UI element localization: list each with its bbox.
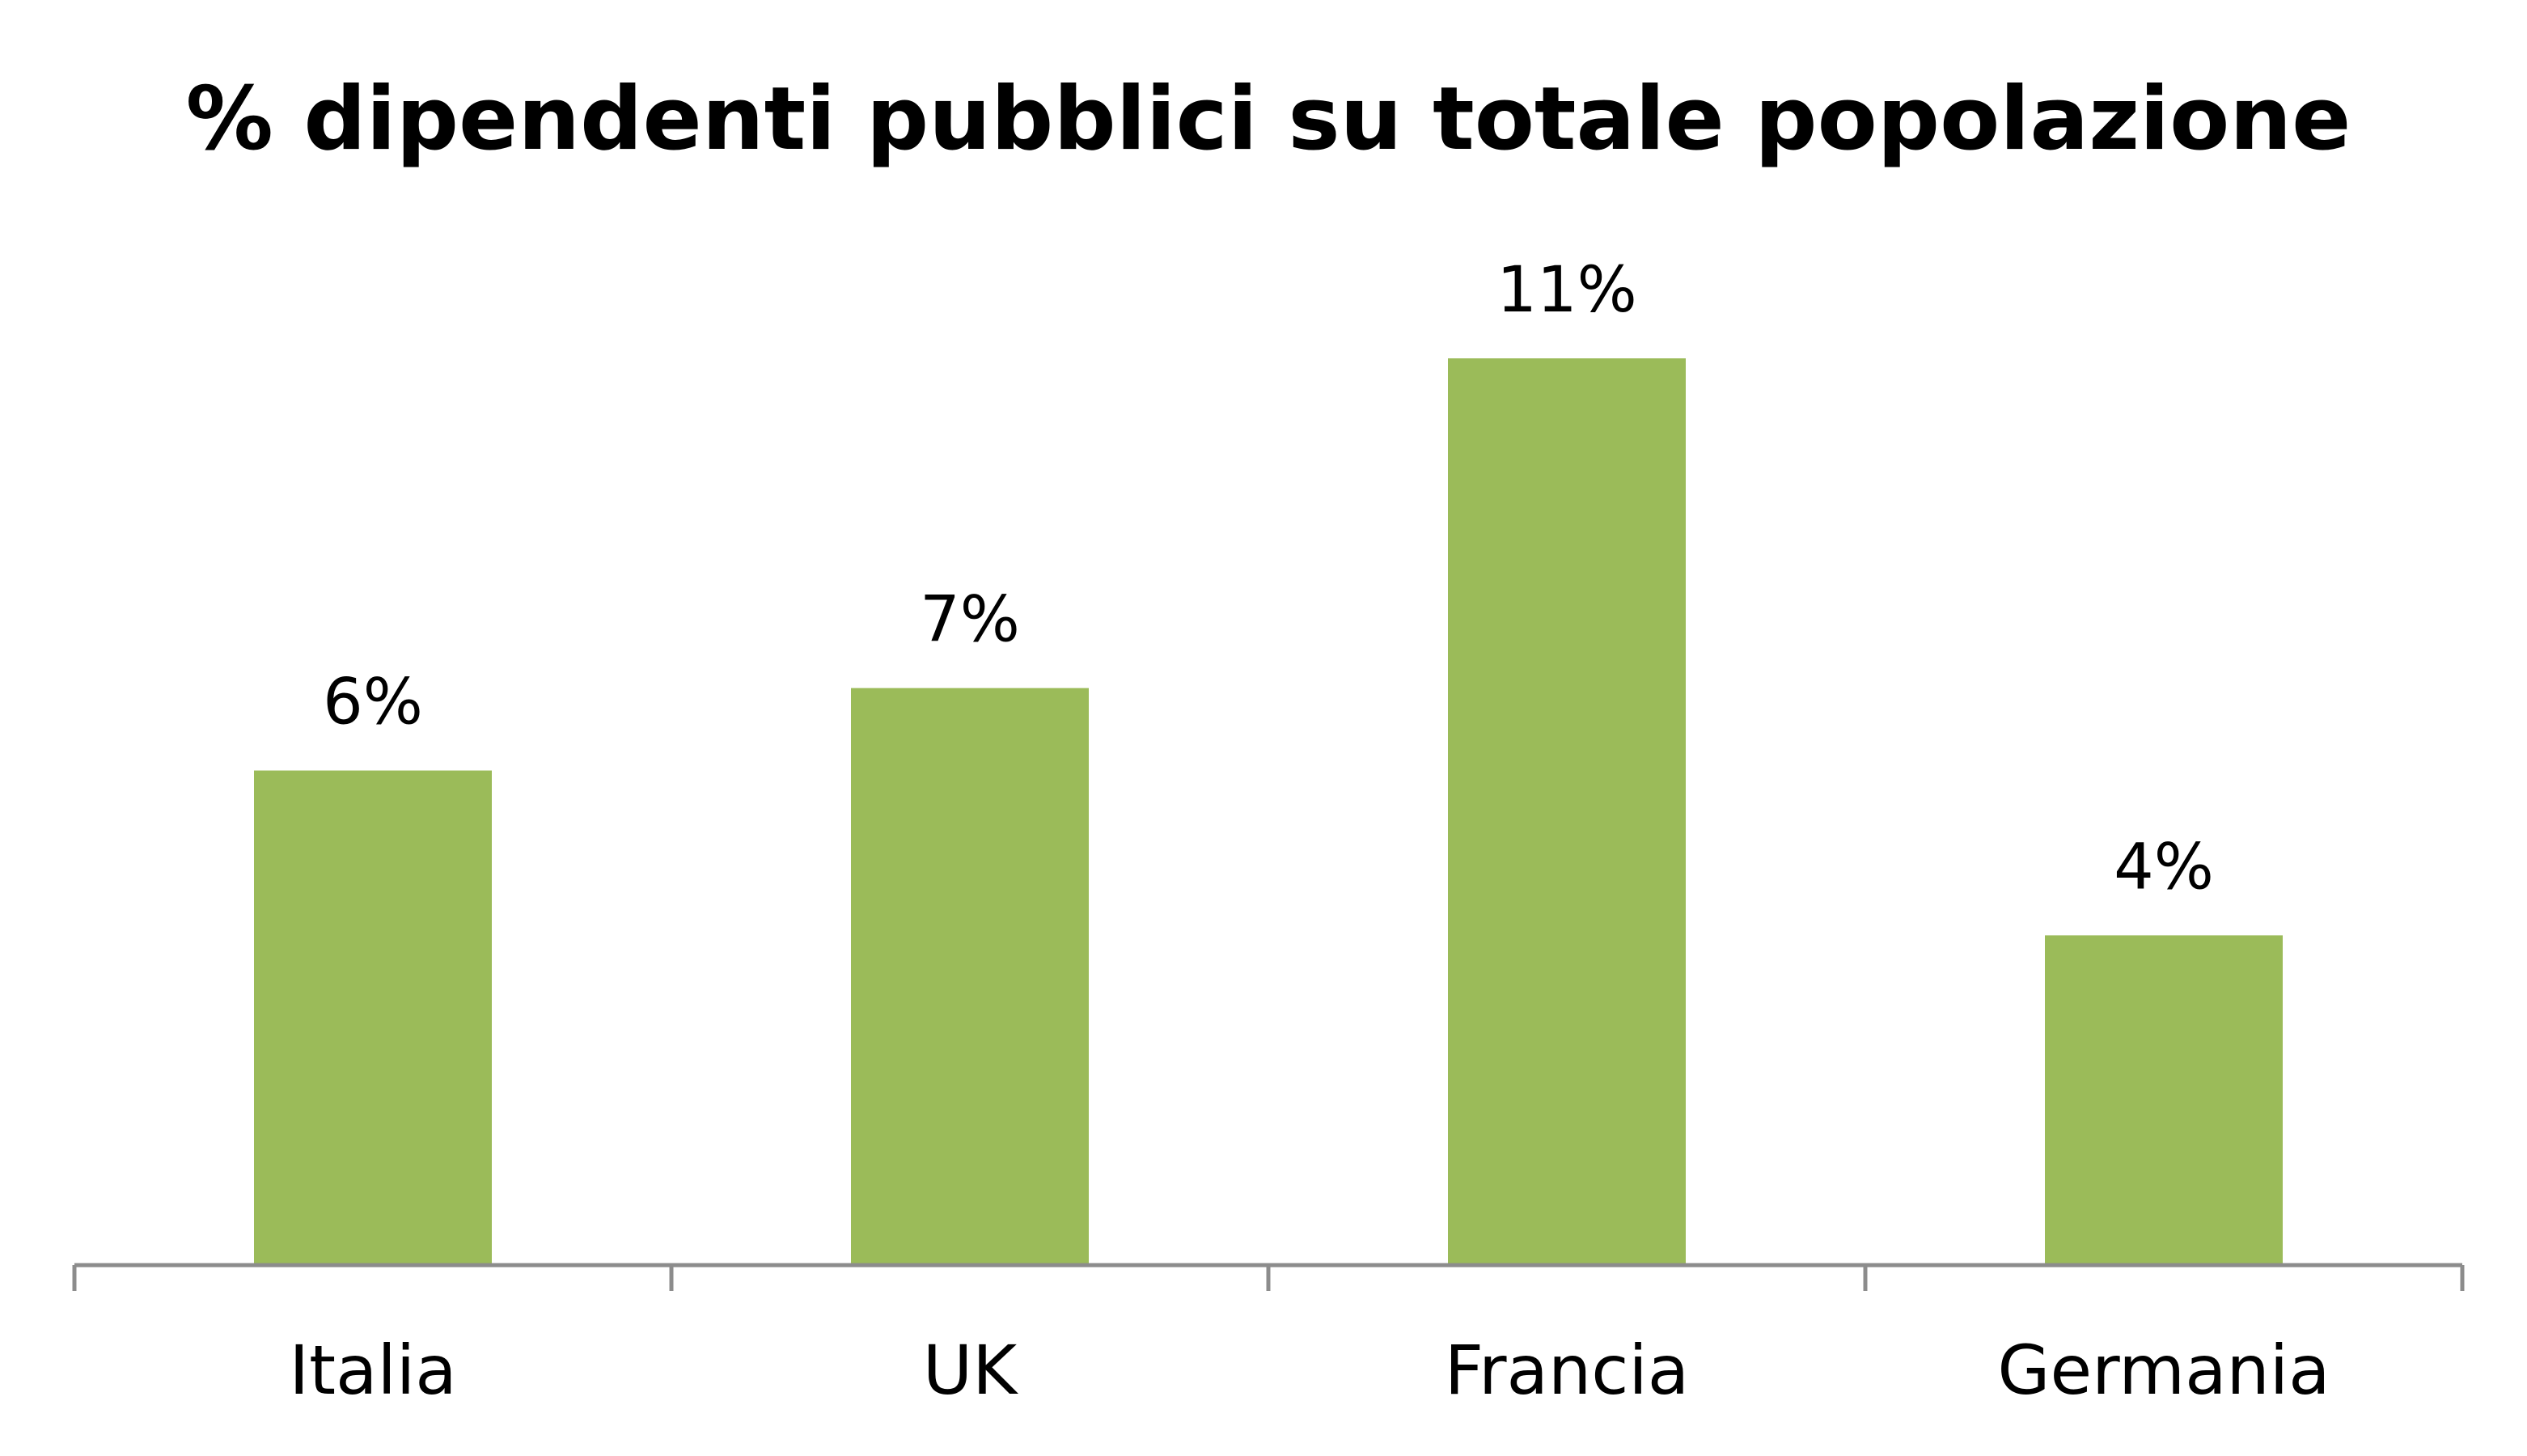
bar-italia xyxy=(254,770,492,1265)
bar-germania xyxy=(2045,935,2283,1265)
tick-label-uk: UK xyxy=(923,1331,1018,1410)
data-label-italia: 6% xyxy=(323,667,423,739)
data-label-uk: 7% xyxy=(920,584,1020,657)
tick-label-italia: Italia xyxy=(289,1331,456,1410)
x-axis-ticks xyxy=(72,1265,2465,1291)
data-label-francia: 11% xyxy=(1496,254,1636,327)
tick-label-francia: Francia xyxy=(1445,1331,1689,1410)
data-label-germania: 4% xyxy=(2114,831,2214,904)
bar-francia xyxy=(1448,358,1686,1265)
bar-uk xyxy=(851,688,1089,1265)
tick-label-germania: Germania xyxy=(1997,1331,2330,1410)
chart-title: % dipendenti pubblici su totale popolazi… xyxy=(186,69,2351,170)
x-axis-tick-labels: Italia UK Francia Germania xyxy=(289,1331,2330,1410)
data-labels-group: 6% 7% 11% 4% xyxy=(323,254,2214,904)
bars-group xyxy=(254,358,2283,1265)
